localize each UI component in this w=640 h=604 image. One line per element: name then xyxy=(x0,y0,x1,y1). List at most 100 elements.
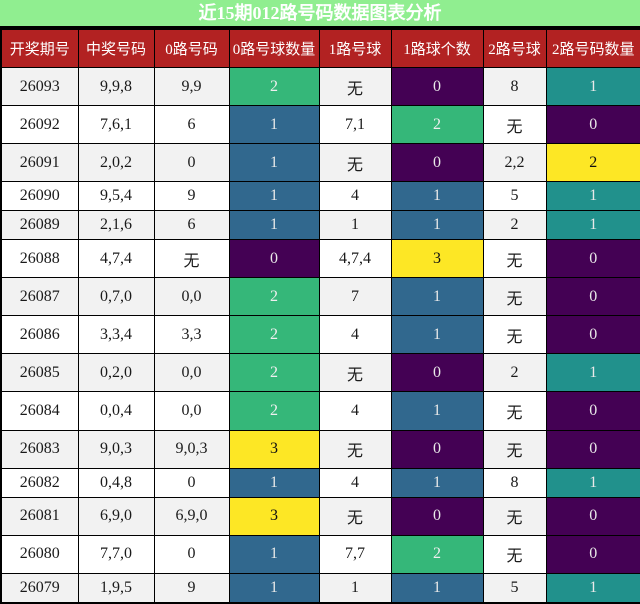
table-row: 26089 2,1,6 6 1 1 1 2 1 xyxy=(0,210,640,241)
road0-count-cell: 3 xyxy=(228,496,320,536)
winning-numbers-cell: 2,1,6 xyxy=(77,210,155,241)
road0-count-cell: 2 xyxy=(228,315,320,355)
road2-count-cell: 0 xyxy=(545,429,640,469)
road0-numbers-cell: 6,9,0 xyxy=(153,496,230,536)
road0-numbers-cell: 9,9 xyxy=(153,66,230,107)
col-header-road1-numbers: 1路号球 xyxy=(318,28,392,68)
road1-numbers-cell: 无 xyxy=(318,66,392,107)
road0-count-cell: 1 xyxy=(228,210,320,241)
col-header-period: 开奖期号 xyxy=(0,28,79,68)
road0-count-cell: 3 xyxy=(228,429,320,469)
road2-count-cell: 1 xyxy=(545,210,640,241)
period-cell: 26079 xyxy=(0,572,79,604)
winning-numbers-cell: 9,0,3 xyxy=(77,429,155,469)
winning-numbers-cell: 1,9,5 xyxy=(77,572,155,604)
road2-count-cell: 1 xyxy=(545,353,640,393)
road1-count-cell: 3 xyxy=(390,239,484,279)
period-cell: 26093 xyxy=(0,66,79,107)
road1-count-cell: 1 xyxy=(390,315,484,355)
winning-numbers-cell: 0,2,0 xyxy=(77,353,155,393)
road1-count-cell: 1 xyxy=(390,572,484,604)
road2-numbers-cell: 无 xyxy=(482,105,547,145)
analysis-table: 开奖期号 中奖号码 0路号码 0路号球数量 1路号球 1路球个数 2路号球 2路… xyxy=(0,28,640,604)
road0-count-cell: 2 xyxy=(228,353,320,393)
table-row: 26088 4,7,4 无 0 4,7,4 3 无 0 xyxy=(0,239,640,279)
road0-numbers-cell: 0,0 xyxy=(153,353,230,393)
table-row: 26087 0,7,0 0,0 2 7 1 无 0 xyxy=(0,277,640,317)
winning-numbers-cell: 7,7,0 xyxy=(77,534,155,574)
winning-numbers-cell: 2,0,2 xyxy=(77,143,155,183)
col-header-road0-count: 0路号球数量 xyxy=(228,28,320,68)
road1-numbers-cell: 4,7,4 xyxy=(318,239,392,279)
road0-count-cell: 2 xyxy=(228,277,320,317)
col-header-winning-numbers: 中奖号码 xyxy=(77,28,155,68)
road2-count-cell: 0 xyxy=(545,315,640,355)
road2-count-cell: 1 xyxy=(545,572,640,604)
period-cell: 26082 xyxy=(0,467,79,498)
road0-numbers-cell: 0 xyxy=(153,467,230,498)
road1-count-cell: 2 xyxy=(390,534,484,574)
table-row: 26080 7,7,0 0 1 7,7 2 无 0 xyxy=(0,534,640,574)
road2-numbers-cell: 8 xyxy=(482,66,547,107)
period-cell: 26086 xyxy=(0,315,79,355)
road0-count-cell: 1 xyxy=(228,572,320,604)
road2-count-cell: 2 xyxy=(545,143,640,183)
col-header-road0-numbers: 0路号码 xyxy=(153,28,230,68)
road1-count-cell: 1 xyxy=(390,210,484,241)
road0-count-cell: 2 xyxy=(228,391,320,431)
winning-numbers-cell: 7,6,1 xyxy=(77,105,155,145)
period-cell: 26084 xyxy=(0,391,79,431)
period-cell: 26091 xyxy=(0,143,79,183)
road2-numbers-cell: 无 xyxy=(482,496,547,536)
road2-numbers-cell: 5 xyxy=(482,181,547,212)
road1-count-cell: 0 xyxy=(390,143,484,183)
road1-numbers-cell: 无 xyxy=(318,496,392,536)
road0-count-cell: 0 xyxy=(228,239,320,279)
road2-numbers-cell: 无 xyxy=(482,315,547,355)
table-row: 26090 9,5,4 9 1 4 1 5 1 xyxy=(0,181,640,212)
road0-count-cell: 2 xyxy=(228,66,320,107)
period-cell: 26083 xyxy=(0,429,79,469)
period-cell: 26087 xyxy=(0,277,79,317)
road1-numbers-cell: 7 xyxy=(318,277,392,317)
road1-numbers-cell: 4 xyxy=(318,467,392,498)
table-row: 26081 6,9,0 6,9,0 3 无 0 无 0 xyxy=(0,496,640,536)
road1-count-cell: 1 xyxy=(390,277,484,317)
road2-numbers-cell: 5 xyxy=(482,572,547,604)
road1-count-cell: 1 xyxy=(390,181,484,212)
road1-numbers-cell: 4 xyxy=(318,391,392,431)
road2-count-cell: 1 xyxy=(545,66,640,107)
road1-count-cell: 2 xyxy=(390,105,484,145)
road2-numbers-cell: 无 xyxy=(482,534,547,574)
road1-count-cell: 0 xyxy=(390,66,484,107)
road0-numbers-cell: 0,0 xyxy=(153,391,230,431)
col-header-road2-count: 2路号码数量 xyxy=(545,28,640,68)
road2-numbers-cell: 8 xyxy=(482,467,547,498)
road0-count-cell: 1 xyxy=(228,143,320,183)
winning-numbers-cell: 9,5,4 xyxy=(77,181,155,212)
road1-numbers-cell: 1 xyxy=(318,210,392,241)
road0-numbers-cell: 0 xyxy=(153,534,230,574)
road1-count-cell: 1 xyxy=(390,467,484,498)
road2-numbers-cell: 2 xyxy=(482,210,547,241)
road0-numbers-cell: 9,0,3 xyxy=(153,429,230,469)
period-cell: 26089 xyxy=(0,210,79,241)
table-row: 26079 1,9,5 9 1 1 1 5 1 xyxy=(0,572,640,604)
road2-numbers-cell: 无 xyxy=(482,239,547,279)
road1-count-cell: 0 xyxy=(390,353,484,393)
road2-numbers-cell: 无 xyxy=(482,391,547,431)
road0-numbers-cell: 0 xyxy=(153,143,230,183)
road1-numbers-cell: 4 xyxy=(318,181,392,212)
road1-numbers-cell: 7,1 xyxy=(318,105,392,145)
period-cell: 26081 xyxy=(0,496,79,536)
road1-count-cell: 0 xyxy=(390,496,484,536)
winning-numbers-cell: 3,3,4 xyxy=(77,315,155,355)
winning-numbers-cell: 0,7,0 xyxy=(77,277,155,317)
road2-count-cell: 0 xyxy=(545,277,640,317)
road0-numbers-cell: 9 xyxy=(153,181,230,212)
winning-numbers-cell: 4,7,4 xyxy=(77,239,155,279)
road2-count-cell: 0 xyxy=(545,239,640,279)
road2-numbers-cell: 无 xyxy=(482,429,547,469)
road0-numbers-cell: 0,0 xyxy=(153,277,230,317)
